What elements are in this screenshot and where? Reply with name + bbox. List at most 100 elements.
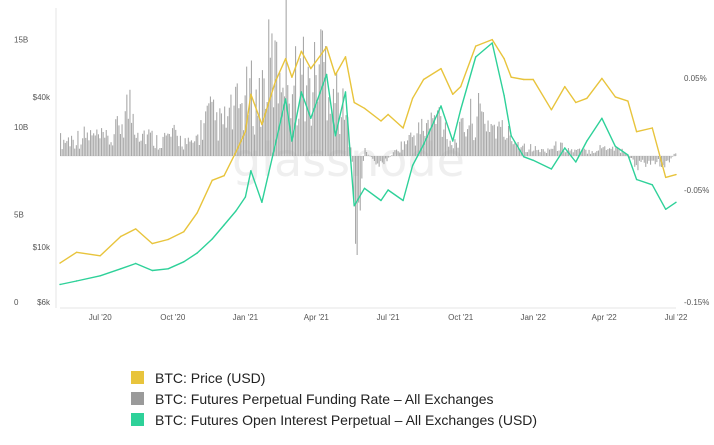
- funding-rate-bar: [605, 150, 607, 156]
- legend-item-price[interactable]: BTC: Price (USD): [131, 367, 537, 388]
- funding-rate-bar: [167, 133, 169, 156]
- data-point: [651, 184, 653, 186]
- funding-rate-bar: [402, 149, 404, 156]
- funding-rate-bar: [266, 102, 268, 156]
- funding-rate-bar: [631, 156, 633, 158]
- data-point: [380, 120, 382, 122]
- funding-rate-bar: [536, 150, 538, 156]
- data-point: [627, 100, 629, 102]
- funding-rate-bar: [446, 139, 448, 156]
- funding-rate-bar: [348, 147, 350, 156]
- funding-rate-bar: [435, 124, 437, 156]
- funding-rate-bar: [594, 152, 596, 156]
- funding-rate-bar: [108, 144, 110, 156]
- funding-rate-bar: [312, 92, 314, 156]
- funding-rate-bar: [157, 149, 159, 156]
- legend-swatch-open-interest: [131, 413, 144, 426]
- funding-rate-bar: [471, 123, 473, 156]
- funding-rate-bar: [165, 135, 167, 156]
- funding-rate-bar: [112, 145, 114, 156]
- legend-item-funding-rate[interactable]: BTC: Futures Perpetual Funding Rate – Al…: [131, 388, 537, 409]
- funding-rate-bar: [131, 122, 133, 156]
- data-point: [223, 175, 225, 177]
- funding-rate-bar: [64, 142, 66, 156]
- funding-rate-bar: [613, 150, 615, 156]
- funding-rate-bar: [161, 148, 163, 156]
- funding-rate-bar: [301, 74, 303, 156]
- funding-rate-bar: [416, 133, 418, 156]
- data-point: [244, 196, 247, 198]
- open-interest-series: [59, 42, 677, 286]
- funding-rate-bar: [71, 135, 73, 156]
- funding-rate-bar: [268, 19, 270, 157]
- funding-rate-bar: [478, 93, 480, 156]
- funding-rate-bar: [569, 150, 571, 156]
- funding-rate-bar: [541, 149, 543, 156]
- funding-rate-bar: [317, 101, 319, 156]
- funding-rate-bar: [638, 156, 640, 161]
- funding-rate-bar: [331, 111, 333, 156]
- funding-rate-bar: [563, 151, 565, 156]
- data-point: [411, 164, 414, 167]
- data-point: [363, 187, 366, 189]
- data-point: [99, 255, 101, 257]
- funding-rate-bar: [119, 134, 121, 156]
- funding-rate-bar: [364, 148, 366, 156]
- funding-rate-bar: [629, 156, 631, 159]
- funding-rate-bar: [156, 135, 158, 156]
- data-point: [344, 56, 347, 58]
- funding-rate-bar: [280, 92, 282, 156]
- funding-rate-bar: [454, 139, 456, 156]
- funding-rate-bar: [250, 60, 252, 156]
- funding-rate-bar: [159, 148, 161, 156]
- data-point: [635, 178, 638, 181]
- data-point: [344, 91, 347, 93]
- data-point: [635, 131, 638, 133]
- funding-rate-bar: [506, 138, 508, 156]
- data-point: [235, 151, 237, 153]
- data-point: [586, 140, 588, 142]
- funding-rate-bar: [216, 112, 218, 156]
- funding-rate-bar: [80, 144, 82, 156]
- data-point: [353, 101, 355, 104]
- funding-rate-bar: [643, 156, 645, 163]
- funding-rate-bar: [362, 156, 364, 161]
- chart-area: glassnode 0 5B 10B 15B $6k $10k $40k 0.05% -0.05…: [14, 0, 709, 323]
- funding-rate-bar: [173, 124, 175, 156]
- tick-labels: 0 5B 10B 15B $6k $10k $40k 0.05% -0.05% -0.15% Jul…: [14, 36, 709, 323]
- funding-rate-bar: [217, 140, 219, 156]
- funding-rate-bar: [243, 130, 245, 156]
- funding-rate-bar: [342, 88, 344, 156]
- funding-rate-bar: [414, 145, 416, 156]
- funding-rate-bar: [83, 126, 85, 156]
- funding-rate-bar: [328, 97, 330, 156]
- funding-rate-bar: [490, 124, 492, 156]
- data-point: [284, 57, 287, 60]
- funding-rate-bar: [181, 146, 183, 156]
- legend-item-open-interest[interactable]: BTC: Futures Open Interest Perpetual – A…: [131, 409, 537, 430]
- funding-rate-bar: [102, 132, 104, 156]
- funding-rate-bar: [656, 156, 658, 163]
- data-point: [196, 252, 198, 254]
- data-point: [120, 235, 122, 238]
- data-point: [353, 205, 355, 207]
- funding-rate-bar: [366, 152, 368, 156]
- funding-rate-bar: [377, 156, 379, 164]
- funding-rate-bar: [583, 148, 585, 156]
- funding-rate-bar: [123, 137, 125, 156]
- funding-rate-bar: [424, 135, 426, 156]
- funding-rate-bar: [468, 125, 470, 156]
- data-point: [183, 261, 185, 263]
- price-series: [59, 38, 677, 264]
- funding-rate-bar: [186, 144, 188, 156]
- funding-rate-bar: [558, 150, 560, 156]
- funding-rate-bar: [615, 147, 617, 156]
- data-point: [452, 93, 454, 96]
- funding-rate-bar: [343, 119, 345, 156]
- legend: BTC: Price (USD) BTC: Futures Perpetual …: [131, 367, 537, 430]
- data-point: [601, 77, 603, 80]
- y-tick-funding: -0.05%: [684, 186, 709, 195]
- funding-rate-bar: [602, 147, 604, 156]
- funding-rate-bar: [457, 147, 459, 156]
- funding-rate-bar: [448, 146, 450, 156]
